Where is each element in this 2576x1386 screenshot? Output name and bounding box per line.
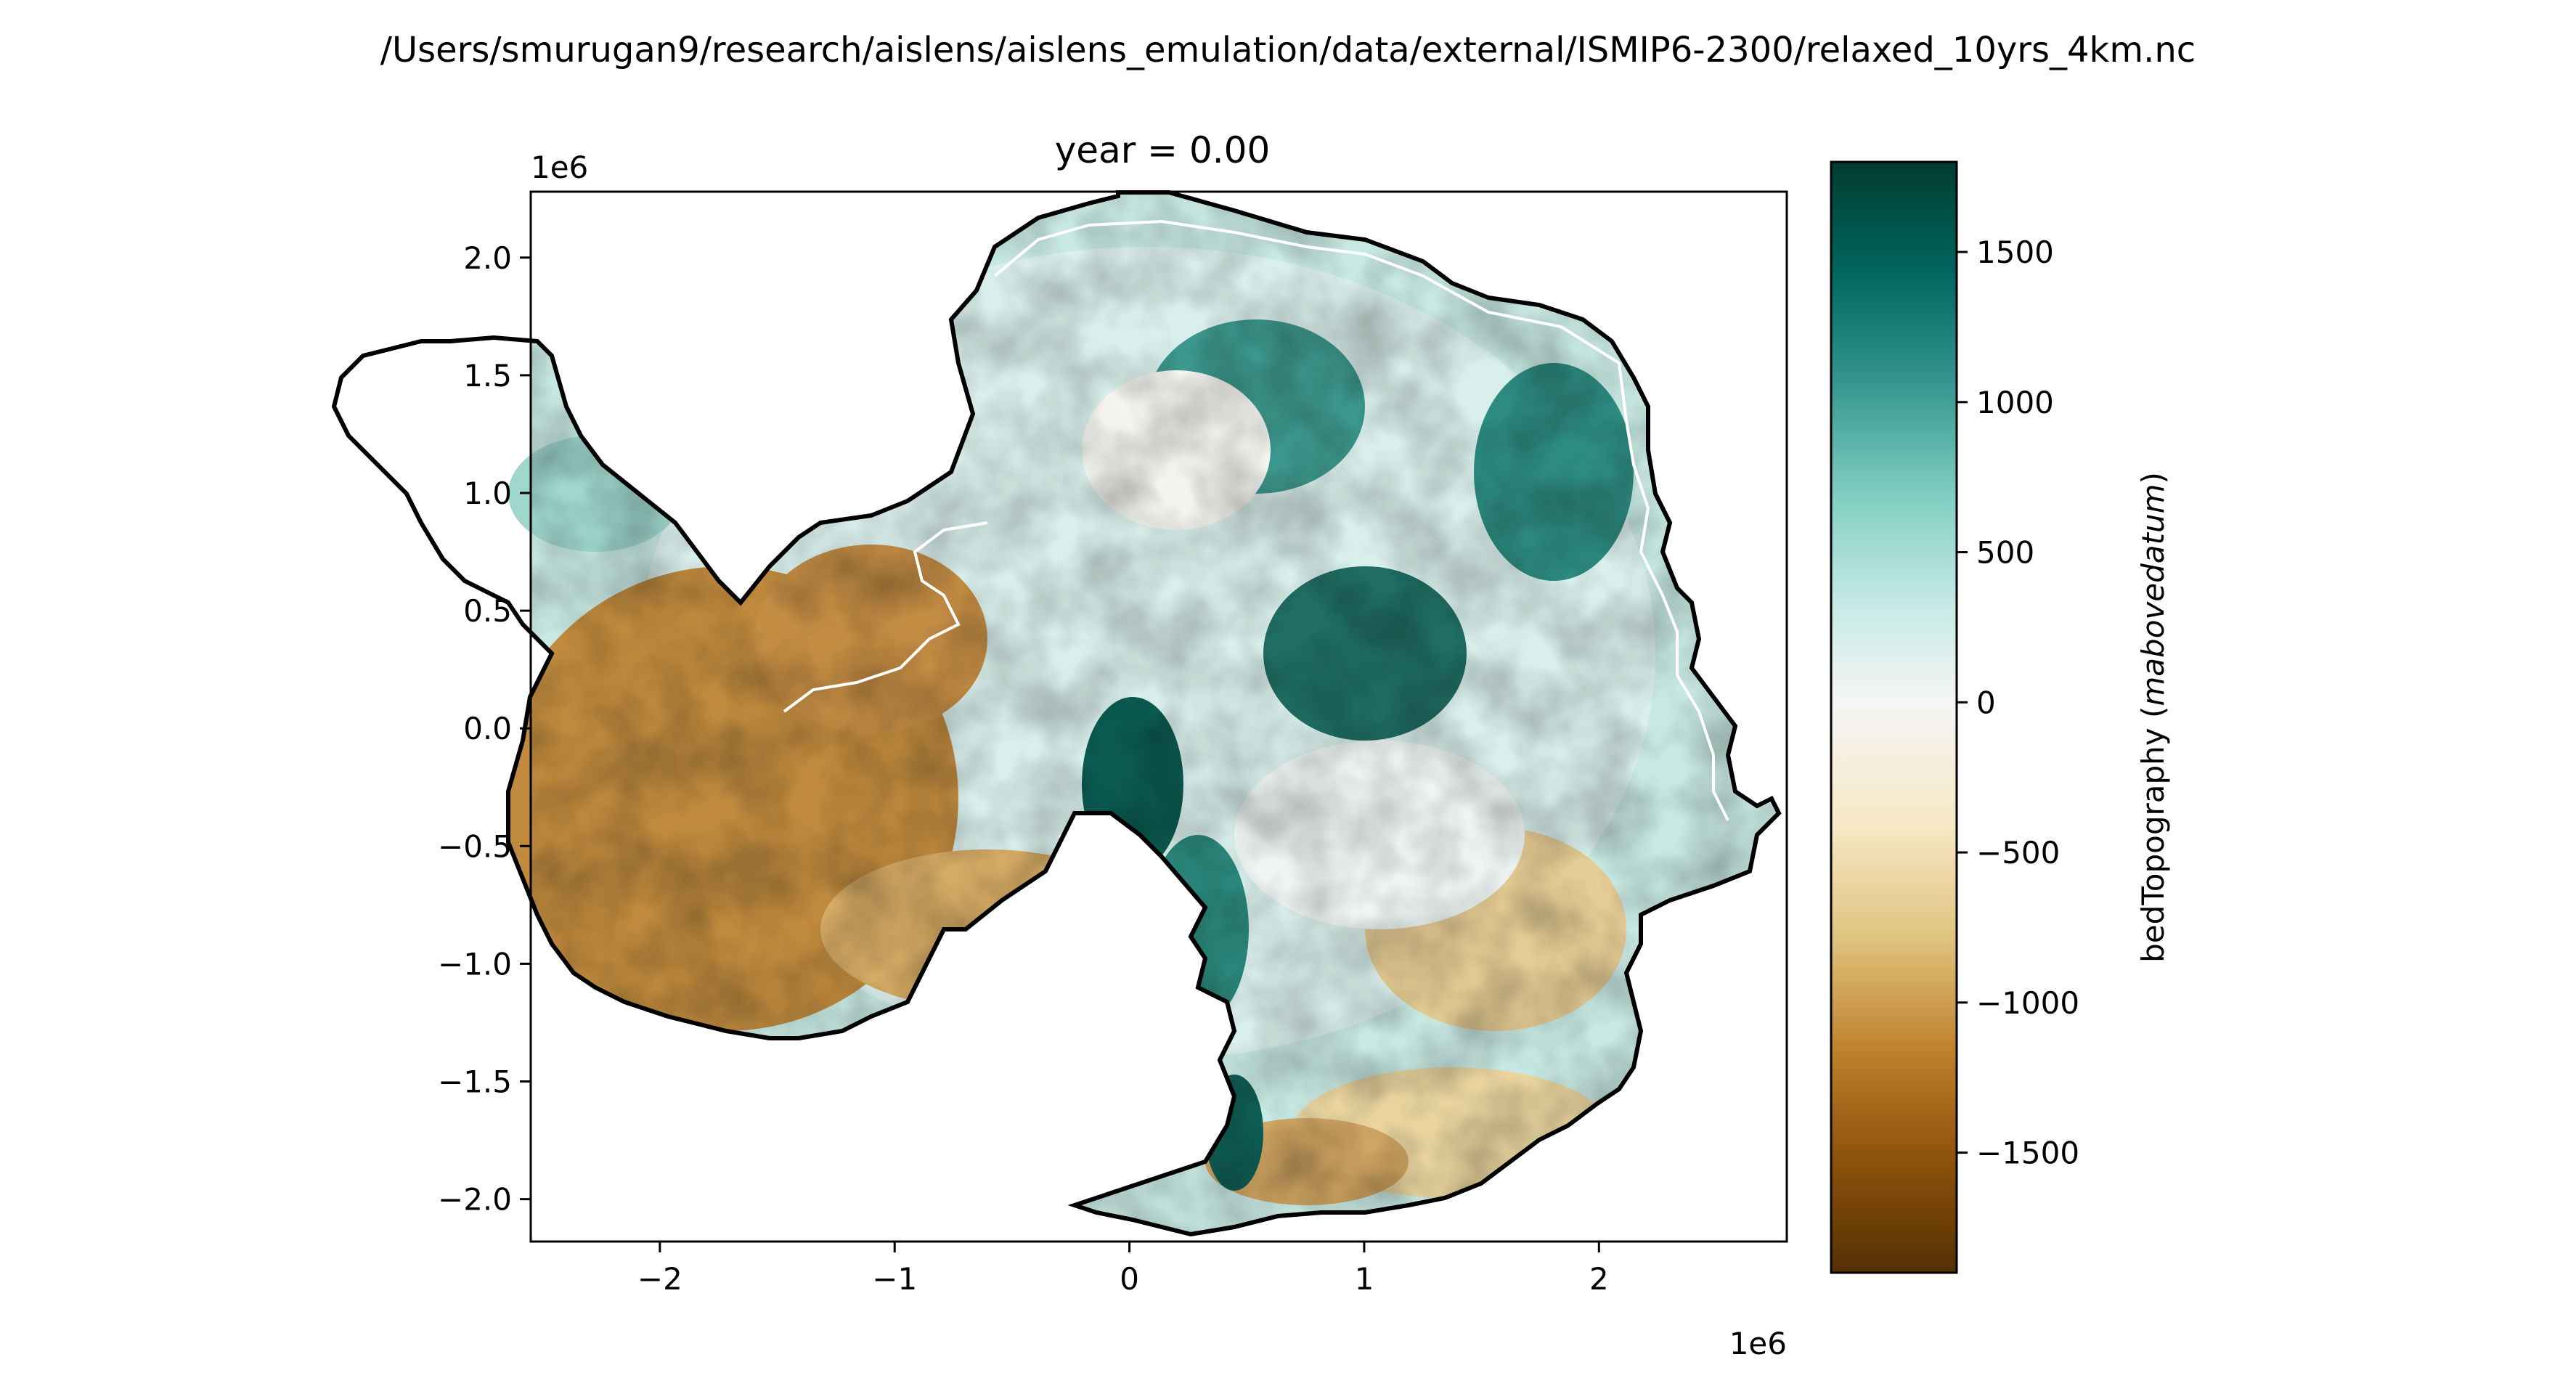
x-axis: −2 −1 0 1 2 [637,1242,1609,1297]
x-tick-label: −1 [872,1261,917,1297]
colorbar-label-main: bedTopography ( [2135,706,2171,963]
figure-suptitle: /Users/smurugan9/research/aislens/aislen… [380,30,2196,70]
colorbar-tick-label: −1500 [1976,1136,2079,1171]
x-offset-label: 1e6 [1729,1326,1787,1361]
x-tick-label: 2 [1589,1261,1609,1297]
grounding-line-contour-inner [783,521,1077,1032]
colorbar-ticks: 1500 1000 500 0 −500 −1000 −1500 [1957,235,2079,1171]
plot-frame [529,190,1788,1243]
colorbar-tick-label: −1000 [1976,985,2079,1021]
y-tick-label: −1.0 [438,946,512,982]
y-tick-label: −2.0 [438,1182,512,1218]
colorbar-tick-label: −500 [1976,835,2060,871]
y-offset-label: 1e6 [531,150,588,185]
colorbar: 1500 1000 500 0 −500 −1000 −1500 bedTopography… [1830,160,2171,1274]
x-tick-label: 0 [1120,1261,1139,1297]
x-tick-label: 1 [1355,1261,1374,1297]
colorbar-gradient [1830,160,1958,1274]
colorbar-tick-label: 1500 [1976,235,2054,270]
colorbar-tick-label: 0 [1976,685,1996,720]
colorbar-tick-label: 500 [1976,535,2034,571]
colorbar-tick-label: 1000 [1976,385,2054,420]
y-tick-label: 0.0 [463,711,512,746]
x-tick-label: −2 [637,1261,682,1297]
y-tick-label: −1.5 [438,1064,512,1100]
grounding-line-contour [993,219,1729,821]
y-tick-label: 1.0 [463,476,512,511]
colorbar-label-unit: mabovedatum [2135,484,2171,706]
y-tick-label: 1.5 [463,358,512,394]
chart-title: year = 0.00 [1055,129,1271,171]
colorbar-label: bedTopography (mabovedatum) [2135,472,2171,963]
y-tick-label: 0.5 [463,593,512,629]
colorbar-label-close: ) [2135,472,2171,484]
y-tick-label: −0.5 [438,828,512,864]
y-axis: −2.0 −1.5 −1.0 −0.5 0.0 0.5 1.0 1.5 2.0 [438,240,531,1218]
y-tick-label: 2.0 [463,240,512,276]
plot-area [334,190,1788,1243]
